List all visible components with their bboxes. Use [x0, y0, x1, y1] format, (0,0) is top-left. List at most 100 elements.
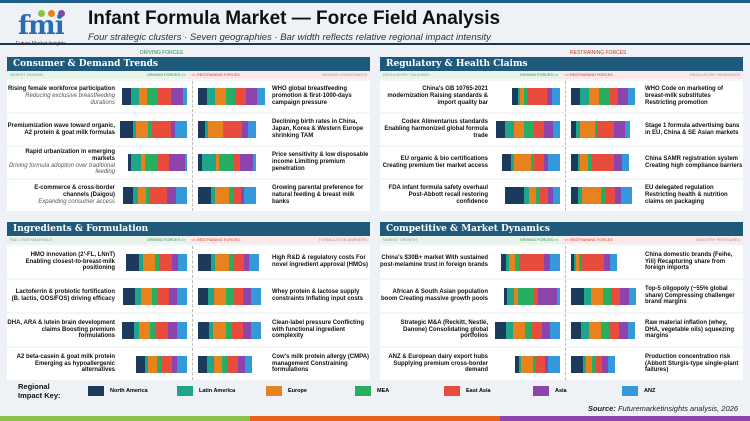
legend-swatch [355, 386, 371, 396]
restraining-force-label: Top-5 oligopoly (~55% global share) Comp… [645, 285, 735, 306]
right-sub-label: DEMAND CONSTRAINTS [322, 73, 367, 77]
stacked-impact-bar [511, 88, 560, 105]
restraining-force-label: China SAMR registration system Creating … [645, 155, 743, 169]
bar-segment-latin-america [204, 121, 208, 138]
restraining-bar-cell [193, 253, 266, 271]
legend-label: Latin America [199, 388, 236, 394]
bar-segment-anz [628, 321, 636, 339]
bar-segment-europe [138, 88, 148, 105]
center-divider [192, 246, 193, 278]
panel-ingredients-formulation: Ingredients & Formulation R&D / RAW MATER… [7, 222, 370, 380]
driving-bar-cell [119, 253, 192, 271]
bar-segment-latin-america [506, 321, 513, 339]
bar-segment-latin-america [210, 187, 216, 204]
bar-segment-east-asia [232, 287, 243, 305]
stacked-impact-bar [494, 321, 560, 339]
logo-text: fmi [18, 11, 65, 41]
left-sub-label: REGULATORY TAILWINDS [383, 73, 430, 77]
driving-force-label: China's $30B+ market With sustained post… [380, 255, 489, 268]
force-row: ANZ & European dairy export hubs Supplyi… [380, 348, 743, 380]
bar-segment-north-america [123, 287, 135, 305]
bar-segment-asia [547, 187, 553, 204]
bar-segment-europe [589, 321, 601, 339]
bar-segment-latin-america [138, 253, 143, 271]
bar-segment-north-america [494, 321, 507, 339]
bar-segment-east-asia [232, 187, 241, 204]
driving-force-label: ANZ & European dairy export hubs Supplyi… [388, 353, 488, 374]
driving-force-text: E-commerce & cross-border channels (Daig… [7, 185, 119, 205]
restraining-arrow-label: << RESTRAINING FORCES [564, 73, 613, 77]
bar-segment-latin-america [131, 154, 142, 171]
bar-segment-europe [138, 321, 151, 339]
bar-segment-north-america [571, 321, 581, 339]
panel-consumer-demand-trends: Consumer & Demand Trends MARKET DEMAND DRI… [7, 57, 370, 211]
restraining-force-text: Price sensitivity & low disposable incom… [266, 152, 370, 172]
bar-segment-mea [524, 121, 534, 138]
driving-arrow-label: DRIVING FORCES >> [147, 73, 186, 77]
center-divider [565, 246, 566, 278]
driving-arrow-label: DRIVING FORCES >> [520, 238, 559, 242]
force-row: DHA, ARA & lutein brain development clai… [7, 314, 370, 346]
bar-segment-mea [599, 88, 610, 105]
restraining-forces-label: RESTRAINING FORCES [570, 50, 627, 56]
bar-segment-north-america [504, 187, 525, 204]
restraining-bar-cell [566, 253, 639, 271]
bar-segment-latin-america [505, 121, 514, 138]
center-divider [565, 314, 566, 346]
bar-segment-europe [579, 121, 595, 138]
page-title: Infant Formula Market — Force Field Anal… [88, 8, 501, 29]
bar-segment-anz [182, 88, 187, 105]
bar-segment-north-america [571, 355, 583, 373]
bar-segment-asia [243, 321, 252, 339]
bar-segment-mea [147, 88, 158, 105]
stacked-impact-bar [135, 355, 187, 373]
center-divider [192, 114, 193, 145]
bar-segment-north-america [198, 355, 208, 373]
driving-bar-cell [492, 88, 565, 105]
stacked-impact-bar [198, 121, 257, 138]
bar-segment-mea [525, 321, 532, 339]
legend-swatch [88, 386, 104, 396]
bar-segment-asia [541, 321, 551, 339]
bar-segment-mea [222, 121, 225, 138]
bar-segment-asia [537, 287, 558, 305]
bar-segment-europe [215, 187, 229, 204]
restraining-force-text: WHO Code on marketing of breast-milk sub… [639, 86, 743, 106]
bar-segment-europe [142, 253, 156, 271]
driving-force-text: Premiumization wave toward organic, A2 p… [7, 123, 119, 137]
driving-force-text: A2 beta-casein & goat milk protein Emerg… [7, 354, 119, 374]
bar-segment-mea [145, 187, 150, 204]
logo-dot-icon [48, 10, 55, 17]
restraining-bar-cell [193, 88, 266, 105]
force-row: China's $30B+ market With sustained post… [380, 246, 743, 278]
bar-segment-latin-america [507, 287, 514, 305]
bar-segment-europe [212, 321, 226, 339]
bar-segment-europe [207, 121, 223, 138]
bar-segment-latin-america [133, 321, 139, 339]
driving-force-note: Reducing exclusive breastfeeding duratio… [25, 93, 115, 106]
right-sub-label: INDUSTRY PRESSURES [696, 238, 740, 242]
bar-segment-mea [594, 121, 598, 138]
bar-segment-mea [515, 253, 519, 271]
bar-segment-east-asia [157, 287, 169, 305]
bar-segment-latin-america [580, 321, 590, 339]
restraining-force-label: China domestic brands (Feihe, Yili) Reca… [645, 251, 733, 272]
bar-segment-europe [581, 187, 601, 204]
bar-segment-anz [551, 88, 560, 105]
driving-force-label: FDA infant formula safety overhaul Post-… [388, 185, 488, 205]
bar-segment-anz [550, 321, 560, 339]
bar-segment-latin-america [201, 154, 216, 171]
panel-title: Ingredients & Formulation [7, 222, 370, 236]
stacked-impact-bar [126, 253, 187, 271]
bar-segment-latin-america [132, 187, 138, 204]
driving-force-text: Lactoferrin & probiotic fortification (B… [7, 289, 119, 303]
bar-segment-east-asia [609, 88, 618, 105]
panel-subheader: R&D / RAW MATERIALS DRIVING FORCES >> << R… [7, 236, 370, 244]
bar-segment-anz [185, 154, 187, 171]
legend-label: MEA [377, 388, 390, 394]
bar-segment-europe [137, 187, 146, 204]
restraining-force-label: EU delegated regulation Restricting heal… [645, 185, 728, 205]
restraining-force-text: Stage 1 formula advertising bans in EU, … [639, 123, 743, 137]
bar-segment-asia [614, 187, 622, 204]
restraining-force-label: WHO global breastfeeding promotion & fir… [272, 86, 352, 106]
